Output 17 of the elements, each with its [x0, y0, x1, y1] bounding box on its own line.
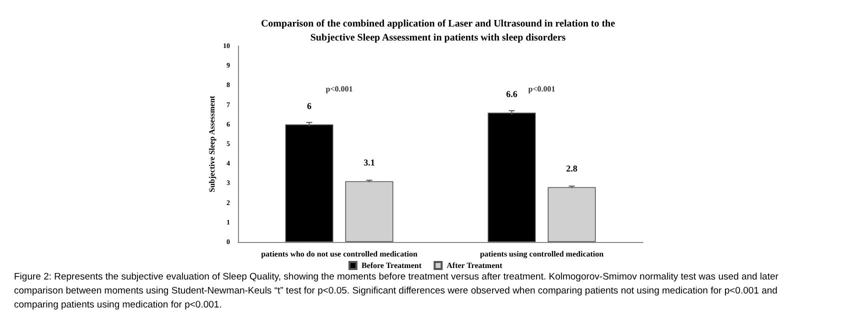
data-label: 3.1	[364, 158, 376, 168]
bar	[488, 112, 536, 242]
x-tick-label: patients who do not use controlled medication	[261, 250, 418, 258]
bar	[285, 124, 334, 242]
data-label: 6	[307, 100, 312, 111]
annotation: p<0.001	[326, 84, 353, 94]
bar	[548, 187, 596, 242]
legend-label: Before Treatment	[361, 261, 422, 270]
x-tick-label: patients using controlled medication	[480, 250, 604, 258]
legend-label: After Treatment	[446, 261, 503, 270]
annotation: p<0.001	[528, 84, 556, 94]
bar	[345, 181, 394, 242]
data-label: 6.6	[506, 89, 518, 100]
data-label: 2.8	[566, 164, 578, 174]
chart-title: Comparison of the combined application of Laser and Ultrasound in relation to the Subjective Sleep Assessment in patients with sleep disorders	[260, 18, 616, 44]
y-axis-title: Subjective Sleep Assessment	[208, 95, 216, 192]
caption: Figure 2: Represents the subjective evaluation of Sleep Quality, showing the moments before treatment versus after treatment. Kolmogorov-Smimov normality test was used and later comparison between moments using Student-Newman-Keuls “t” test for p<0.05. Significant differences were observed when comparing patients not using medication for p<0.001 and comparing patients using medication for p<0.001.	[14, 272, 782, 310]
